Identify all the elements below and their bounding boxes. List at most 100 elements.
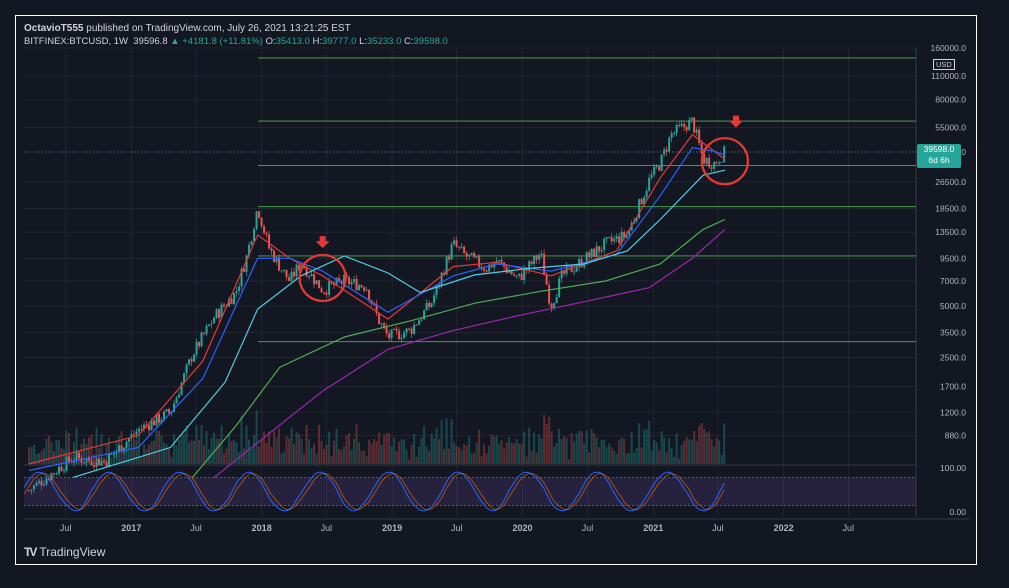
volume-bar <box>665 452 668 464</box>
candle-body <box>283 269 286 271</box>
symbol-label[interactable]: BITFINEX:BTCUSD, 1W <box>24 36 128 47</box>
candle-body <box>275 257 278 262</box>
candle-body <box>448 256 451 260</box>
volume-bar <box>718 440 721 464</box>
candle-body <box>413 324 416 334</box>
volume-bar <box>448 448 451 464</box>
candle-body <box>93 465 96 467</box>
volume-bar <box>218 438 221 464</box>
candle-body <box>645 190 648 198</box>
volume-bar <box>520 444 523 464</box>
volume-bar <box>265 442 268 464</box>
candle-body <box>240 268 243 287</box>
volume-bar <box>228 433 231 464</box>
volume-bar <box>523 431 526 464</box>
candle-body <box>505 266 508 273</box>
volume-bar <box>223 453 226 464</box>
candle-body <box>235 291 238 293</box>
volume-bar <box>668 437 671 464</box>
candle-body <box>440 272 443 285</box>
candle-body <box>363 287 366 291</box>
candle-body <box>108 454 111 467</box>
candle-body <box>105 461 108 467</box>
ohlc-legend: BITFINEX:BTCUSD, 1W 39596.8 ▲ +4181.8 (+… <box>24 36 448 47</box>
volume-bar <box>485 453 488 464</box>
candle-body <box>638 199 641 219</box>
candle-body <box>30 489 33 491</box>
x-tick-label: 2020 <box>512 523 532 533</box>
x-tick-label: 2017 <box>121 523 141 533</box>
volume-bar <box>360 451 363 464</box>
candle-body <box>323 292 326 294</box>
volume-bar <box>488 445 491 464</box>
volume-bar <box>605 447 608 464</box>
candle-body <box>420 319 423 321</box>
candle-body <box>648 177 651 191</box>
volume-bar <box>375 441 378 464</box>
last-price: 39596.8 <box>133 36 168 47</box>
candle-body <box>113 453 116 455</box>
volume-bar <box>513 443 516 464</box>
volume-bar <box>423 426 426 464</box>
candle-body <box>85 458 88 463</box>
candle-body <box>600 249 603 252</box>
candle-body <box>720 162 723 164</box>
moving-average-line <box>28 146 726 472</box>
candle-body <box>120 445 123 452</box>
tradingview-logo[interactable]: TV TradingView <box>24 545 105 559</box>
volume-bar <box>443 449 446 464</box>
candle-body <box>143 424 146 429</box>
candle-body <box>460 246 463 248</box>
volume-bar <box>445 418 448 464</box>
volume-bar <box>670 448 673 464</box>
candle-body <box>665 149 668 152</box>
candle-body <box>263 226 266 233</box>
volume-bar <box>90 434 93 464</box>
volume-bar <box>138 433 141 464</box>
moving-average-line <box>213 228 726 479</box>
highlight-circle <box>700 137 749 186</box>
candle-body <box>325 292 328 295</box>
volume-bar <box>75 427 78 464</box>
candle-body <box>270 248 273 251</box>
candle-body <box>180 382 183 395</box>
volume-bar <box>578 430 581 464</box>
candle-body <box>620 231 623 244</box>
candle-body <box>318 280 321 289</box>
volume-bar <box>198 440 201 464</box>
volume-bar <box>73 441 76 464</box>
candle-body <box>45 478 48 485</box>
candle-body <box>415 324 418 326</box>
candle-body <box>608 237 611 239</box>
candle-body <box>130 434 133 439</box>
candle-body <box>208 324 211 326</box>
candle-body <box>518 273 521 276</box>
candle-body <box>95 458 98 467</box>
volume-bar <box>263 431 266 464</box>
volume-bar <box>540 438 543 464</box>
price-change: +4181.8 (+11.81%) <box>182 36 263 47</box>
volume-bar <box>450 419 453 464</box>
volume-bar <box>713 446 716 464</box>
candle-body <box>555 297 558 304</box>
candle-body <box>715 162 718 164</box>
candle-body <box>188 359 191 365</box>
candle-body <box>128 438 131 442</box>
volume-bar <box>495 435 498 464</box>
candle-body <box>693 117 696 133</box>
volume-bar <box>30 446 33 464</box>
volume-bar <box>158 430 161 464</box>
candle-body <box>705 157 708 164</box>
candle-body <box>315 280 318 285</box>
volume-bar <box>205 430 208 464</box>
volume-bar <box>363 450 366 464</box>
candle-body <box>383 323 386 327</box>
volume-bar <box>230 441 233 464</box>
candle-body <box>375 303 378 314</box>
author-name[interactable]: OctavioT555 <box>24 23 84 34</box>
volume-bar <box>558 429 561 464</box>
candle-body <box>68 456 71 462</box>
volume-bar <box>240 415 243 464</box>
volume-bar <box>720 454 723 464</box>
